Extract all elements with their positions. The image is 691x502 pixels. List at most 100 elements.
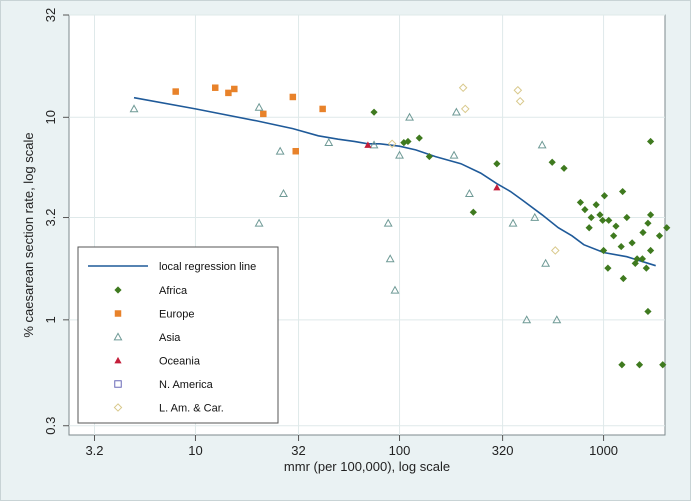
point-africa xyxy=(644,307,652,316)
point-asia xyxy=(395,150,404,159)
y-tick-label: 3.2 xyxy=(43,208,58,226)
point-asia xyxy=(254,102,264,111)
point-africa xyxy=(628,239,636,247)
point-africa xyxy=(605,216,613,224)
point-africa xyxy=(612,222,620,230)
point-asia xyxy=(275,146,285,155)
y-tick-label: 1 xyxy=(43,316,58,323)
point-africa xyxy=(646,137,655,146)
legend-marker xyxy=(114,286,122,294)
point-africa xyxy=(644,219,652,227)
point-asia xyxy=(449,150,459,159)
point-asia xyxy=(279,188,288,197)
point-africa xyxy=(493,160,501,168)
legend-box xyxy=(77,246,279,424)
point-africa xyxy=(638,255,647,263)
point-europe xyxy=(231,85,238,93)
point-africa xyxy=(635,361,644,369)
point-africa xyxy=(425,152,433,161)
point-africa xyxy=(642,264,650,272)
point-africa xyxy=(370,108,378,116)
legend-label: N. America xyxy=(159,379,214,391)
point-europe xyxy=(292,147,299,155)
point-l-am-car xyxy=(513,85,523,95)
point-africa xyxy=(415,134,423,142)
point-africa xyxy=(663,224,671,232)
legend-label: L. Am. & Car. xyxy=(159,403,224,415)
legend-label: Europe xyxy=(159,309,194,321)
y-tick-label: 0.3 xyxy=(43,417,58,435)
point-europe xyxy=(289,93,297,101)
y-axis-ticks: 0.3 1 3.2 10 32 xyxy=(43,8,69,435)
point-asia xyxy=(254,218,264,227)
point-asia xyxy=(508,218,518,227)
point-l-am-car xyxy=(458,83,468,93)
point-asia xyxy=(385,254,395,263)
x-tick-label: 3.2 xyxy=(85,443,103,458)
legend-marker xyxy=(113,403,123,412)
point-asia xyxy=(537,140,547,149)
point-africa xyxy=(548,158,556,166)
point-africa xyxy=(404,137,412,146)
legend-label: Africa xyxy=(159,285,188,297)
legend-marker xyxy=(114,310,122,317)
point-asia xyxy=(530,212,540,221)
point-africa xyxy=(623,213,631,222)
point-africa xyxy=(592,201,600,209)
point-asia xyxy=(552,315,562,324)
point-africa xyxy=(596,211,604,219)
point-asia xyxy=(405,112,415,121)
point-africa xyxy=(560,164,568,172)
legend-marker xyxy=(114,356,122,364)
point-l-am-car xyxy=(550,246,560,255)
point-asia xyxy=(522,315,532,324)
regression-line xyxy=(133,96,656,267)
point-asia xyxy=(464,188,474,197)
point-oceania xyxy=(493,183,501,191)
point-africa xyxy=(599,246,608,255)
point-asia xyxy=(324,137,334,146)
point-l-am-car xyxy=(387,139,397,149)
point-asia xyxy=(390,285,400,294)
x-tick-label: 320 xyxy=(492,443,514,458)
point-africa xyxy=(610,232,618,240)
point-asia xyxy=(369,140,379,149)
legend-marker xyxy=(113,332,123,341)
point-africa xyxy=(599,216,607,224)
legend: local regression line Africa Europe Asia Oce… xyxy=(77,246,279,424)
point-africa xyxy=(646,246,655,255)
point-africa xyxy=(617,242,625,251)
point-africa xyxy=(631,259,639,267)
x-tick-label: 1000 xyxy=(589,443,618,458)
legend-label: Asia xyxy=(159,332,181,344)
y-tick-label: 10 xyxy=(43,110,58,124)
x-axis-title: mmr (per 100,000), log scale xyxy=(284,459,450,474)
legend-label: local regression line xyxy=(159,261,256,273)
point-asia xyxy=(383,218,393,227)
scatter-points xyxy=(129,83,671,369)
point-africa xyxy=(576,198,585,207)
y-tick-label: 32 xyxy=(43,8,58,22)
y-axis-title: % caesarean section rate, log scale xyxy=(21,132,36,337)
x-axis-ticks: 3.2 10 32 100 320 1000 xyxy=(85,435,618,458)
x-tick-label: 10 xyxy=(188,443,202,458)
point-asia xyxy=(129,104,139,113)
point-africa xyxy=(619,274,627,283)
point-africa xyxy=(633,255,641,263)
point-africa xyxy=(646,211,655,219)
x-tick-label: 32 xyxy=(291,443,305,458)
point-africa xyxy=(655,232,664,240)
point-europe xyxy=(260,110,267,118)
point-europe xyxy=(225,89,232,97)
point-asia xyxy=(541,258,551,267)
point-l-am-car xyxy=(460,104,470,114)
point-africa xyxy=(659,361,667,369)
point-l-am-car xyxy=(515,96,525,106)
x-tick-label: 100 xyxy=(389,443,411,458)
point-asia xyxy=(451,107,461,116)
point-africa xyxy=(618,361,626,369)
point-africa xyxy=(619,187,627,196)
legend-label: Oceania xyxy=(159,356,201,368)
point-europe xyxy=(172,88,179,95)
